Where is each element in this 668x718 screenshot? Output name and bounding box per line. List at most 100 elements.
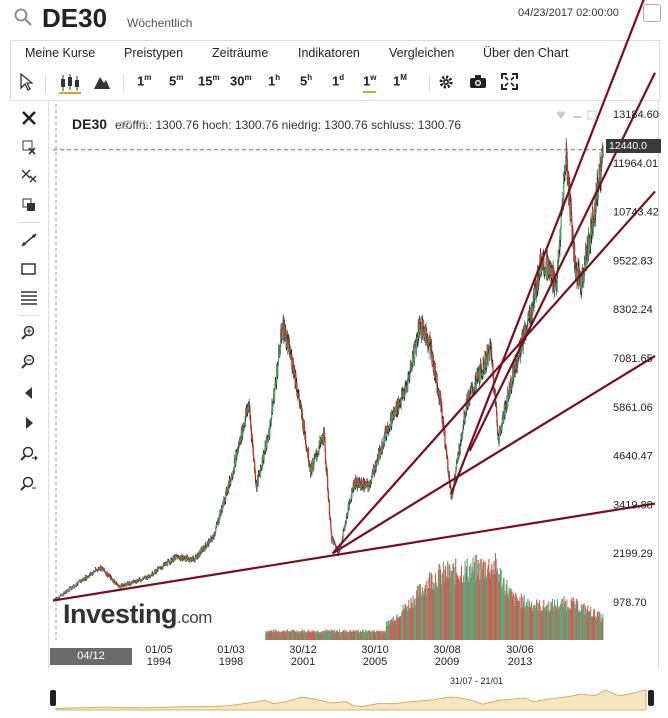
volume-bar (486, 568, 489, 640)
menu-indikatoren[interactable]: Indikatoren (298, 46, 360, 60)
candle-body (216, 523, 218, 525)
candle-body (425, 328, 428, 337)
navigator[interactable] (50, 682, 658, 712)
volume-bar (490, 569, 492, 640)
volume-bar (512, 596, 514, 640)
volume-bar (336, 630, 338, 640)
candle-body (537, 270, 539, 290)
volume-bar (496, 571, 498, 640)
search-icon[interactable] (13, 7, 33, 27)
volume-bar (276, 632, 278, 640)
volume-bar (281, 631, 283, 640)
volume-bar (566, 599, 568, 640)
candle-body (113, 579, 115, 583)
interval-1h[interactable]: 1h (268, 73, 281, 89)
x-tick-year: 1994 (147, 656, 171, 668)
cursor-icon[interactable] (19, 73, 33, 91)
visibility-icons[interactable] (118, 119, 152, 131)
mountain-chart-icon[interactable] (93, 74, 111, 90)
volume-bar (477, 560, 479, 640)
candle-body (547, 257, 549, 260)
interval-1w[interactable]: 1w (363, 73, 377, 94)
volume-bar (543, 599, 545, 640)
volume-bar (561, 598, 563, 640)
interval-1m[interactable]: 1m (137, 73, 152, 89)
volume-bar (551, 598, 553, 640)
zoom-out-icon[interactable] (20, 354, 38, 370)
menu-vergleichen[interactable]: Vergleichen (389, 46, 455, 60)
interval-5h[interactable]: 5h (300, 73, 313, 89)
volume-bar (355, 632, 357, 640)
volume-bar (346, 631, 348, 640)
delete-drawings-icon[interactable] (20, 139, 38, 155)
menu-ueber-den-chart[interactable]: Über den Chart (483, 46, 569, 60)
volume-bar (420, 592, 422, 640)
interval-15m[interactable]: 15m (198, 73, 220, 89)
interval-30m[interactable]: 30m (230, 73, 252, 89)
close-icon[interactable] (20, 110, 38, 126)
volume-bar (538, 603, 540, 640)
rectangle-tool-icon[interactable] (20, 261, 38, 277)
zoom-range-icon[interactable] (20, 446, 38, 462)
crosshair-delete-icon[interactable] (20, 168, 38, 184)
candle-body (282, 324, 284, 328)
reset-zoom-icon[interactable] (20, 476, 38, 492)
ohlc-values: eröffn.: 1300.76 hoch: 1300.76 niedrig: … (115, 118, 462, 132)
volume-bar (315, 631, 317, 640)
interval-5m[interactable]: 5m (169, 73, 184, 89)
volume-bar (278, 632, 281, 640)
candle-body (56, 597, 59, 599)
volume-bar (304, 630, 306, 640)
volume-bar (285, 632, 287, 640)
candle-body (509, 384, 511, 394)
fibonacci-tool-icon[interactable] (20, 290, 38, 306)
scroll-left-icon[interactable] (20, 385, 38, 401)
candle-body (233, 460, 236, 472)
menu-preistypen[interactable]: Preistypen (124, 46, 184, 60)
candle-body (180, 557, 183, 560)
volume-bar (584, 613, 586, 640)
volume-bar (419, 583, 421, 640)
candle-body (438, 389, 440, 403)
navigator-right-handle[interactable] (648, 690, 654, 706)
chart-area[interactable] (49, 100, 659, 670)
candle-body (66, 589, 69, 592)
volume-bar (577, 612, 579, 640)
volume-bar (390, 619, 392, 640)
volume-bar (463, 575, 465, 640)
camera-icon[interactable] (469, 74, 487, 89)
zoom-in-icon[interactable] (20, 325, 38, 341)
navigator-left-handle[interactable] (50, 690, 56, 706)
chart-window-controls[interactable] (556, 109, 598, 121)
candle-body (535, 280, 537, 297)
candle-body (326, 469, 328, 477)
volume-bar (429, 588, 431, 640)
candlestick-type-icon[interactable] (59, 72, 81, 94)
candle-body (585, 253, 588, 268)
fullscreen-icon[interactable] (501, 73, 518, 90)
volume-bar (312, 632, 314, 640)
volume-bar (500, 569, 502, 640)
menu-meine-kurse[interactable]: Meine Kurse (25, 46, 96, 60)
gear-icon[interactable] (438, 74, 454, 90)
candle-body (418, 331, 420, 338)
candle-body (575, 268, 577, 279)
candle-body (470, 386, 472, 391)
candle-body (160, 568, 163, 570)
volume-bar (410, 598, 412, 640)
candle-body (590, 218, 592, 247)
interval-1M[interactable]: 1M (393, 73, 407, 89)
candle-body (166, 565, 169, 567)
candle-body (511, 380, 513, 389)
candle-body (326, 476, 329, 489)
candle-body (566, 158, 568, 180)
scroll-right-icon[interactable] (20, 415, 38, 431)
interval-1d[interactable]: 1d (332, 73, 345, 89)
candle-body (59, 595, 61, 597)
menu-zeitraeume[interactable]: Zeiträume (212, 46, 269, 60)
candle-body (356, 478, 358, 489)
clone-icon[interactable] (20, 197, 38, 213)
expand-checkbox[interactable] (643, 4, 661, 22)
line-tool-icon[interactable] (20, 232, 38, 248)
